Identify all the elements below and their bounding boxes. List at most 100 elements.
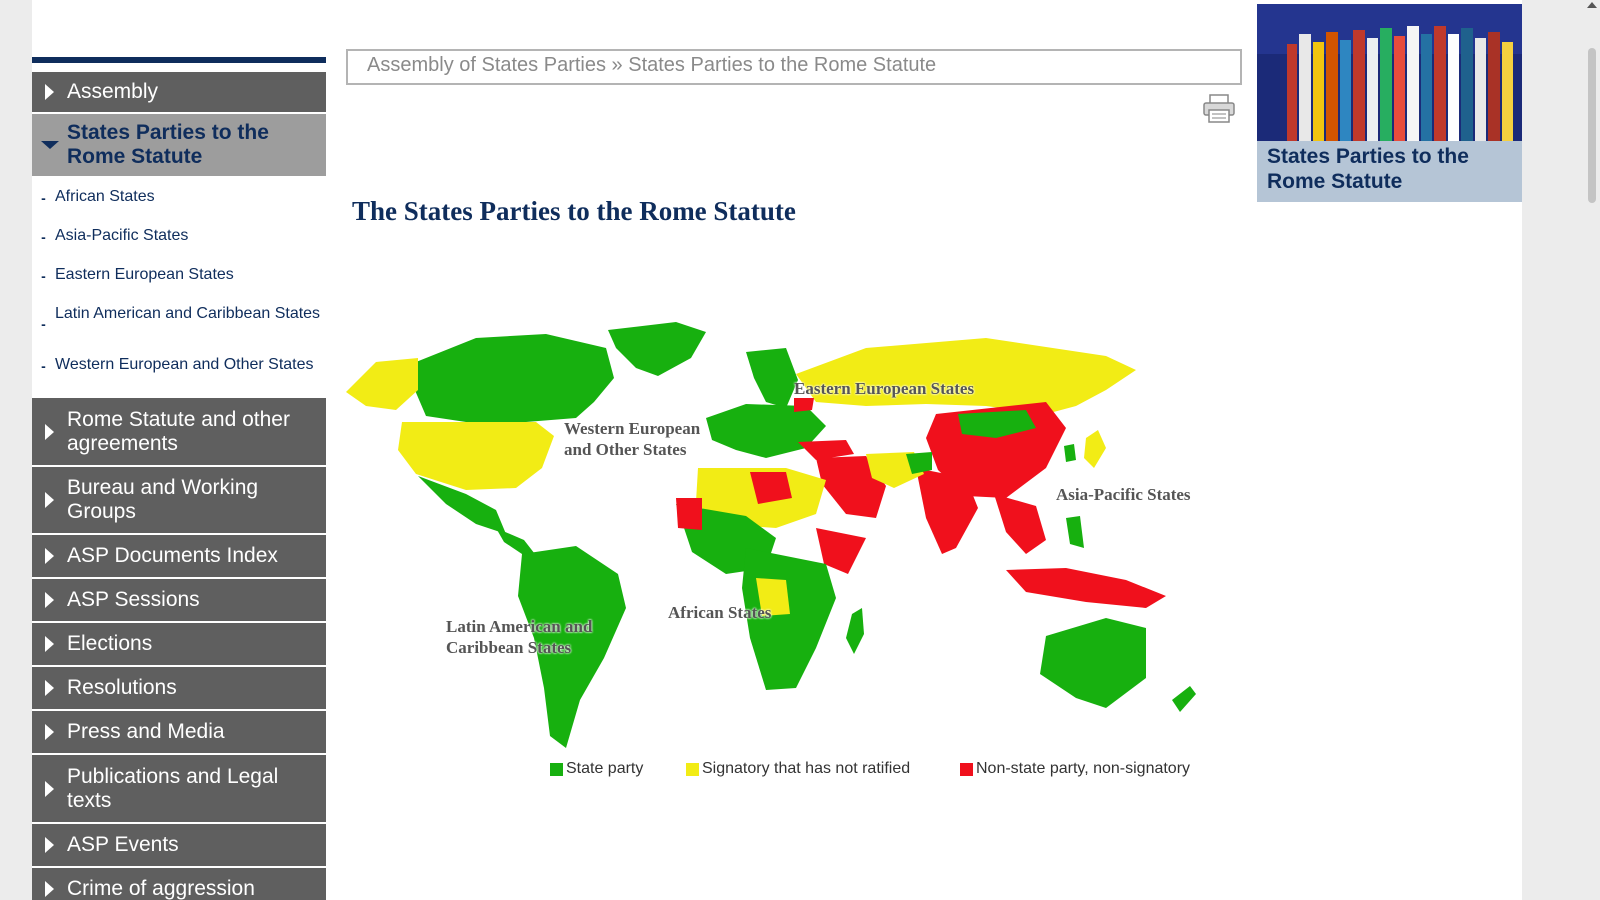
map-korea [1064, 444, 1076, 462]
sidebar-item-asp-documents[interactable]: ASP Documents Index [32, 535, 326, 579]
breadcrumb-parent-link[interactable]: Assembly of States Parties [367, 54, 606, 76]
dash-bullet-icon: - [41, 358, 46, 374]
legend-swatch-red [960, 762, 973, 776]
triangle-right-icon [32, 837, 67, 853]
map-label-eastern-europe: Eastern European States [794, 379, 975, 398]
map-europe [706, 404, 826, 458]
map-central-america [496, 528, 538, 558]
sidebar-item-label: Crime of aggression [67, 877, 255, 900]
triangle-right-icon [32, 881, 67, 897]
map-middle-east [816, 456, 886, 518]
breadcrumb-current: States Parties to the Rome Statute [628, 54, 937, 76]
sidebar-item-publications[interactable]: Publications and Legal texts [32, 755, 326, 824]
legend-item-state-party: State party [550, 760, 643, 778]
map-new-zealand [1172, 686, 1196, 712]
sub-item-asia-pacific-states[interactable]: - Asia-Pacific States [32, 218, 326, 257]
map-label-latin-america: Latin American and Caribbean States [446, 616, 592, 658]
map-belarus [794, 398, 814, 412]
sub-item-label: Western European and Other States [55, 356, 314, 373]
breadcrumb: Assembly of States Parties » States Part… [346, 49, 1242, 85]
triangle-right-icon [32, 724, 67, 740]
map-indonesia [1006, 568, 1166, 608]
legend-label: State party [566, 760, 644, 777]
map-horn-africa [816, 528, 866, 574]
sidebar-item-asp-events[interactable]: ASP Events [32, 824, 326, 868]
triangle-right-icon [32, 780, 67, 797]
sub-item-latin-american-states[interactable]: - Latin American and Caribbean States [32, 296, 326, 353]
map-mexico [418, 476, 506, 534]
world-map-graphic [346, 322, 1196, 748]
sidebar-item-assembly[interactable]: Assembly [32, 72, 326, 114]
sub-item-label: Latin American and Caribbean States [55, 305, 321, 322]
map-label-line: Caribbean States [446, 638, 572, 657]
sidebar-item-asp-sessions[interactable]: ASP Sessions [32, 579, 326, 623]
sidebar-item-elections[interactable]: Elections [32, 623, 326, 667]
breadcrumb-separator: » [611, 54, 623, 76]
map-russia [796, 338, 1136, 414]
dash-bullet-icon: - [41, 229, 46, 245]
sidebar-item-label: ASP Documents Index [67, 544, 278, 567]
map-india [916, 468, 978, 554]
page-title: The States Parties to the Rome Statute [352, 196, 796, 226]
map-usa [398, 422, 554, 490]
promo-box[interactable]: States Parties to the Rome Statute [1257, 4, 1522, 202]
legend-item-non-state-party: Non-state party, non-signatory [960, 760, 1190, 778]
map-label-line: and Other States [564, 440, 687, 459]
triangle-right-icon [32, 680, 67, 696]
print-icon[interactable] [1202, 94, 1236, 124]
sidebar-item-crime-aggression[interactable]: Crime of aggression [32, 868, 326, 900]
triangle-right-icon [32, 492, 67, 508]
legend-swatch-green [550, 762, 563, 776]
sidebar-item-label: States Parties to the Rome Statute [67, 121, 269, 168]
map-canada [414, 334, 614, 422]
sub-item-label: Eastern European States [55, 266, 234, 283]
promo-title: States Parties to the Rome Statute [1267, 145, 1469, 193]
dash-bullet-icon: - [41, 268, 46, 284]
sidebar-item-bureau[interactable]: Bureau and Working Groups [32, 467, 326, 535]
dash-bullet-icon: - [41, 190, 46, 206]
legend-label: Signatory that has not ratified [702, 760, 911, 777]
sidebar-nav: Assembly States Parties to the Rome Stat… [32, 57, 326, 900]
sub-item-western-european-states[interactable]: - Western European and Other States [32, 353, 326, 386]
map-angola [756, 578, 790, 616]
sub-item-eastern-european-states[interactable]: - Eastern European States [32, 257, 326, 296]
triangle-right-icon [32, 548, 67, 564]
flags-photo [1257, 4, 1522, 141]
sidebar-sub-list: - African States - Asia-Pacific States -… [32, 178, 326, 398]
map-mauritania [676, 498, 702, 530]
sub-item-african-states[interactable]: - African States [32, 181, 326, 218]
sidebar-item-label: Bureau and Working Groups [67, 476, 259, 523]
map-australia [1040, 618, 1146, 708]
sidebar-item-label: Resolutions [67, 676, 177, 699]
sidebar-item-resolutions[interactable]: Resolutions [32, 667, 326, 711]
map-label-western-europe: Western European and Other States [564, 418, 700, 460]
map-mongolia [958, 410, 1036, 438]
dash-bullet-icon: - [41, 316, 46, 332]
sidebar-item-label: Elections [67, 632, 153, 655]
map-label-line: Western European [564, 419, 701, 438]
triangle-right-icon [32, 84, 67, 100]
map-label-africa: African States [668, 603, 772, 622]
legend-label: Non-state party, non-signatory [976, 760, 1191, 777]
sidebar-item-press-media[interactable]: Press and Media [32, 711, 326, 755]
map-turkey [798, 440, 854, 460]
scroll-up-arrow-icon[interactable] [1587, 2, 1597, 8]
map-scandinavia [746, 348, 798, 408]
page-scrollbar[interactable] [1584, 0, 1600, 900]
legend-swatch-yellow [686, 762, 699, 776]
map-greenland [608, 322, 706, 376]
map-label-line: Latin American and [446, 617, 593, 636]
sidebar-item-label: ASP Events [67, 833, 179, 856]
sidebar-item-rome-statute[interactable]: Rome Statute and other agreements [32, 398, 326, 467]
map-south-america [518, 546, 626, 748]
map-alaska [346, 358, 418, 410]
map-philippines [1066, 516, 1084, 548]
sidebar-item-states-parties[interactable]: States Parties to the Rome Statute [32, 114, 326, 178]
sidebar-item-label: Press and Media [67, 720, 225, 743]
sidebar-item-label: Publications and Legal texts [67, 764, 279, 812]
triangle-right-icon [32, 636, 67, 652]
scrollbar-thumb[interactable] [1588, 48, 1596, 203]
map-afghanistan [906, 452, 932, 474]
sub-item-label: African States [55, 188, 155, 205]
sidebar-item-label: Rome Statute and other agreements [67, 407, 290, 455]
